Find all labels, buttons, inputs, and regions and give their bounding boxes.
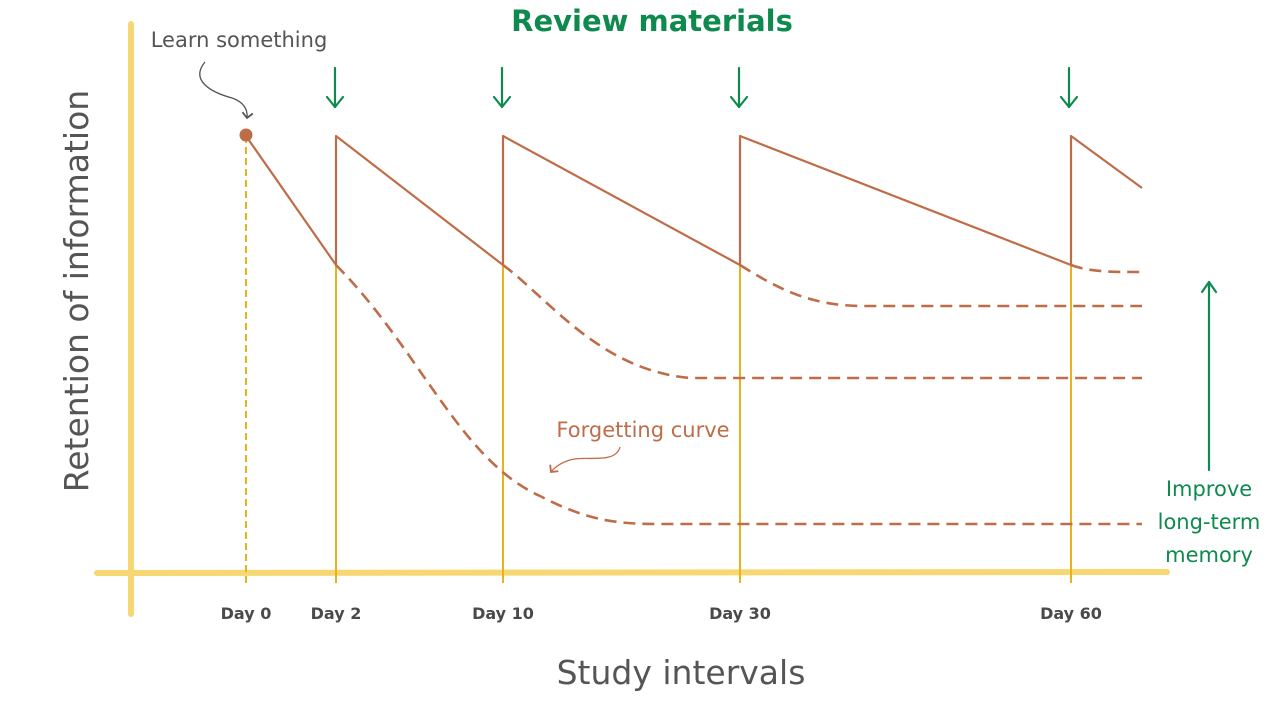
- learn-pointer-arrow: [199, 61, 254, 120]
- improve-line: memory: [1165, 543, 1253, 567]
- x-axis-title: Study intervals: [557, 653, 806, 692]
- forgetting-curves: [335, 263, 1143, 526]
- review-arrows: [325, 66, 1079, 109]
- up-arrow-icon: [1200, 280, 1218, 472]
- improve-memory-label: Improve long-term memory: [1158, 477, 1261, 567]
- y-axis-title: Retention of information: [57, 90, 96, 492]
- improve-line: Improve: [1166, 477, 1252, 501]
- down-arrow-icon: [325, 66, 345, 109]
- day-tick-labels: Day 0 Day 2 Day 10 Day 30 Day 60: [221, 604, 1102, 623]
- day-lines: [245, 136, 1072, 583]
- down-arrow-icon: [729, 66, 749, 109]
- down-arrow-icon: [1059, 66, 1079, 109]
- day-tick-label: Day 2: [311, 604, 362, 623]
- learn-annotation: Learn something: [151, 28, 328, 52]
- day-tick-label: Day 30: [709, 604, 771, 623]
- axes: [94, 21, 1170, 617]
- down-arrow-icon: [492, 66, 512, 109]
- forgetting-curve-2: [502, 263, 1142, 380]
- diagram-title: Review materials: [511, 4, 793, 38]
- day-tick-label: Day 10: [472, 604, 534, 623]
- forgetting-curve-3: [739, 263, 1142, 308]
- forgetting-curve-4: [1070, 263, 1143, 274]
- day-tick-label: Day 60: [1040, 604, 1102, 623]
- learn-point: [239, 128, 253, 142]
- day-tick-label: Day 0: [221, 604, 272, 623]
- x-axis: [94, 569, 1170, 576]
- improve-line: long-term: [1158, 510, 1261, 534]
- forgetting-pointer-arrow: [549, 446, 621, 474]
- forgetting-curve-label: Forgetting curve: [556, 418, 729, 442]
- retention-curve: [245, 134, 1143, 267]
